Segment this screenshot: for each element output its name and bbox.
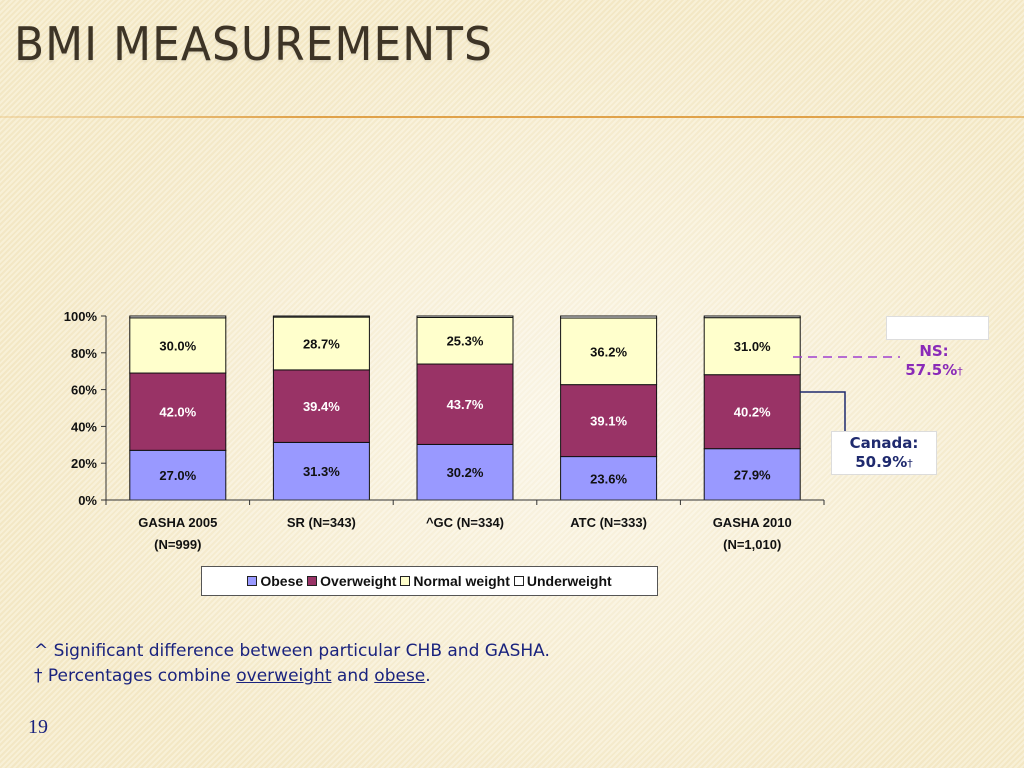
bar-data-label: 43.7% [447, 397, 484, 412]
footnote-obese: obese [374, 666, 426, 686]
canada-callout-label: Canada: [849, 434, 919, 452]
y-tick-label: 100% [64, 309, 98, 324]
bar-data-label: 42.0% [159, 405, 196, 420]
footnotes: ^ Significant difference between particu… [34, 639, 550, 689]
x-category-label: ^GC (N=334) [426, 515, 504, 530]
ns-callout-label: NS: [919, 342, 949, 360]
bar-segment-normal-weight [416, 316, 514, 365]
bar-segment-obese [416, 443, 514, 501]
x-category-label: (N=1,010) [723, 537, 781, 552]
chart-axis: 0% 20% 40% 60% 80% 100% GASHA 2005 (N=999) SR (N… [64, 309, 825, 552]
footnote-prefix: † Percentages combine [34, 666, 237, 686]
bar-segment-overweight [129, 372, 227, 451]
ns-label-box [886, 316, 989, 340]
ns-callout-dagger: † [957, 365, 963, 378]
x-category-label: SR (N=343) [287, 515, 356, 530]
bar-data-label: 31.0% [734, 339, 771, 354]
legend-item-underweight: Underweight [513, 573, 612, 589]
bar-segment-overweight [416, 363, 514, 445]
legend-item-obese: Obese [247, 573, 303, 589]
bar-segment-normal-weight [703, 317, 801, 376]
bar-segment-underweight [129, 315, 227, 319]
y-tick-label: 60% [71, 383, 97, 398]
footnote-suffix: . [425, 666, 431, 686]
legend-label: Overweight [320, 573, 397, 589]
bar-segment-normal-weight [129, 317, 227, 374]
bar-data-label: 27.0% [159, 468, 196, 483]
ns-callout-value-line: 57.5%† [888, 361, 980, 381]
page-number: 19 [28, 716, 48, 738]
footnote-and: and [331, 666, 375, 686]
canada-callout: Canada: 50.9%† [831, 431, 937, 475]
bar-segment-underweight [560, 315, 658, 319]
bar-data-label: 27.9% [734, 467, 771, 482]
legend-label: Underweight [526, 573, 612, 589]
title-rule [0, 116, 1024, 118]
x-category-label: GASHA 2010 [713, 515, 792, 530]
bar-segment-obese [272, 441, 370, 501]
bar-segment-underweight [703, 315, 801, 319]
bar-segment-underweight [416, 315, 514, 318]
bar-data-label: 36.2% [590, 344, 627, 359]
ns-callout-value: 57.5% [905, 361, 958, 379]
y-tick-label: 40% [71, 419, 97, 434]
y-tick-label: 0% [78, 493, 97, 508]
footnote-percentages: † Percentages combine overweight and obe… [34, 664, 550, 689]
canada-callout-value: 50.9% [855, 453, 908, 471]
slide-title: BMI MEASUREMENTS [14, 18, 493, 72]
ns-callout: NS: 57.5%† [888, 342, 980, 381]
x-category-label: (N=999) [154, 537, 201, 552]
footnote-overweight: overweight [236, 666, 332, 686]
legend-label: Normal weight [413, 573, 510, 589]
legend-swatch [513, 576, 524, 586]
bar-data-label: 31.3% [303, 464, 340, 479]
bar-segment-underweight [272, 315, 370, 318]
legend-swatch [307, 576, 318, 586]
canada-connector [800, 391, 846, 431]
bar-data-label: 23.6% [590, 471, 627, 486]
bar-data-label: 40.2% [734, 405, 771, 420]
y-tick-label: 20% [71, 456, 97, 471]
bar-data-label: 25.3% [447, 334, 484, 349]
legend-item-overweight: Overweight [307, 573, 396, 589]
legend-item-normal-weight: Normal weight [400, 573, 510, 589]
bar-data-label: 30.2% [447, 465, 484, 480]
bar-data-label: 28.7% [303, 337, 340, 352]
chart-legend: Obese Overweight Normal weight Underweight [201, 566, 658, 596]
bar-data-label: 39.4% [303, 399, 340, 414]
y-tick-label: 80% [71, 346, 97, 361]
canada-callout-dagger: † [907, 457, 913, 470]
callout-lines [793, 356, 900, 431]
legend-swatch [247, 576, 258, 586]
bar-segment-overweight [703, 374, 801, 450]
bar-data-label: 30.0% [159, 338, 196, 353]
x-category-label: GASHA 2005 [138, 515, 217, 530]
footnote-significance: ^ Significant difference between particu… [34, 641, 550, 661]
bar-segment-overweight [560, 384, 658, 458]
canada-callout-value-line: 50.9%† [832, 453, 936, 473]
bar-data-label: 39.1% [590, 414, 627, 429]
legend-label: Obese [260, 573, 304, 589]
x-category-label: ATC (N=333) [570, 515, 647, 530]
chart-bars: 27.0% 42.0% 30.0% 31.3% 39.4% 28.7% 30.2% 43.7%… [129, 315, 801, 501]
legend-swatch [400, 576, 411, 586]
